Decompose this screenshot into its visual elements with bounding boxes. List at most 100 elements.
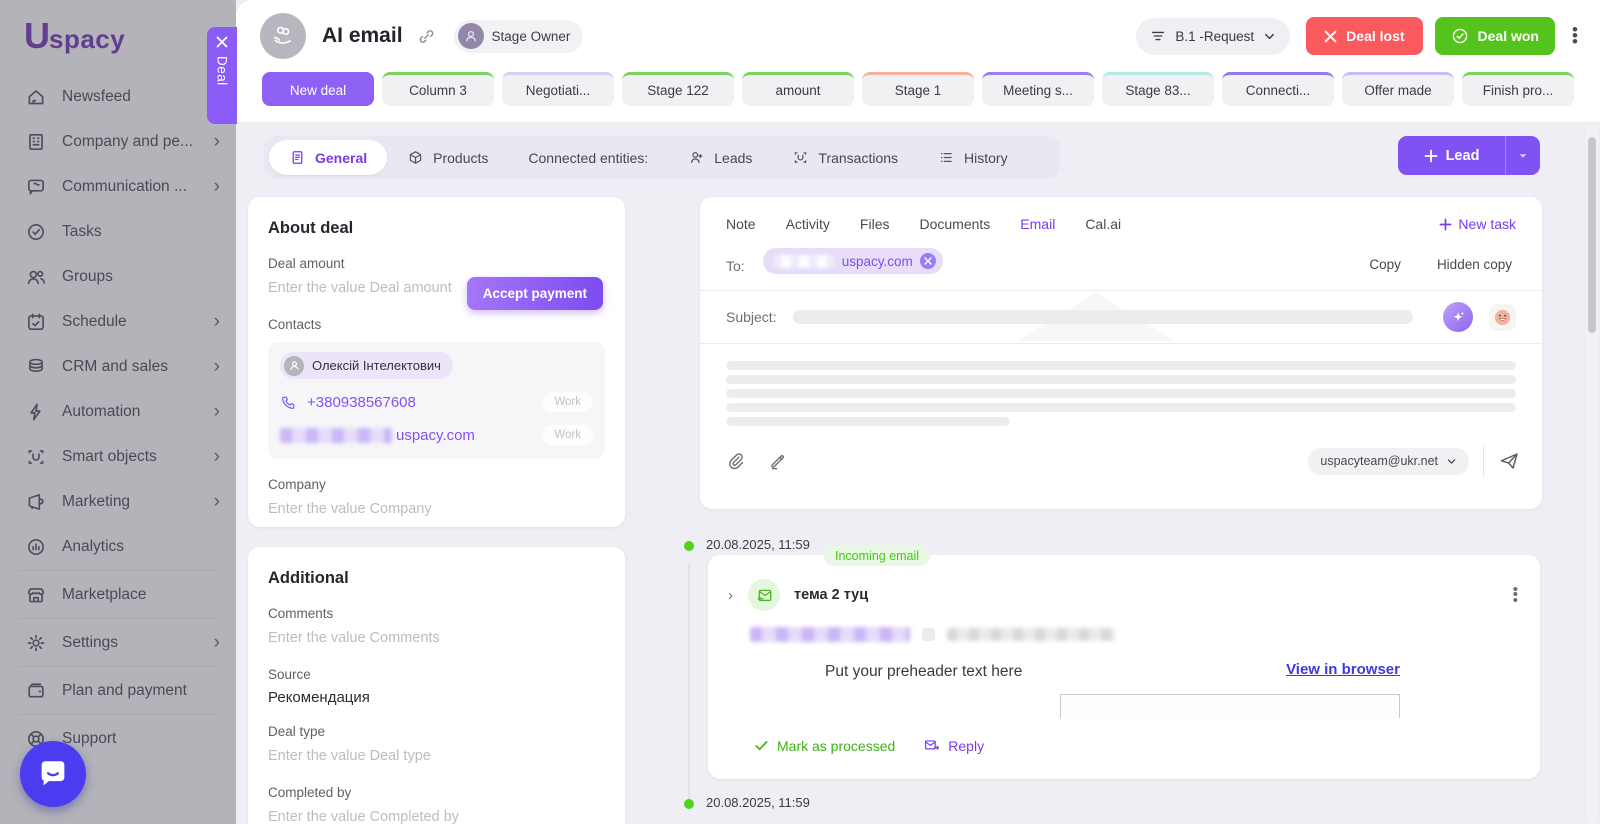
redacted-dot (922, 628, 935, 641)
view-in-browser-link[interactable]: View in browser (1286, 661, 1400, 678)
incoming-email-card: Incoming email › тема 2 туц • • • Put your… (708, 546, 1540, 779)
tab-note[interactable]: Note (726, 216, 756, 232)
modal-backdrop[interactable] (0, 0, 236, 824)
accept-payment-button[interactable]: Accept payment (466, 277, 603, 310)
stage-finish[interactable]: Finish pro... (1462, 72, 1574, 106)
stage-new-deal[interactable]: New deal (262, 72, 374, 106)
chevron-right-icon: › (213, 356, 220, 377)
attach-file-icon[interactable] (726, 451, 746, 471)
email-kebab-menu[interactable]: • • • (1512, 581, 1518, 609)
sidebar-item-crm[interactable]: CRM and sales › (0, 344, 236, 389)
stage-owner-badge[interactable]: Stage Owner (453, 19, 584, 53)
contact-email[interactable]: uspacy.com (396, 426, 475, 444)
copy-button[interactable]: Copy (1369, 257, 1401, 272)
comments-field[interactable]: Enter the value Comments (268, 630, 440, 646)
deal-type-label: Deal type (268, 724, 326, 740)
tab-activity[interactable]: Activity (785, 216, 830, 232)
close-icon[interactable] (216, 36, 228, 48)
analytics-icon (25, 536, 47, 558)
sidebar-item-marketing[interactable]: Marketing › (0, 479, 236, 524)
deal-amount-field[interactable]: Enter the value Deal amount (268, 280, 452, 296)
lead-dropdown-caret[interactable] (1505, 136, 1540, 175)
sidebar-item-company[interactable]: Company and pe... › (0, 119, 236, 164)
mark-processed-button[interactable]: Mark as processed (754, 738, 895, 754)
stage-1[interactable]: Stage 1 (862, 72, 974, 106)
remove-recipient-icon[interactable] (919, 253, 936, 269)
stage-pipeline: New deal Column 3 Negotiati... Stage 122… (262, 72, 1574, 106)
tab-products[interactable]: Products (387, 140, 508, 175)
ai-assistant-icon[interactable] (1443, 302, 1473, 332)
company-label: Company (268, 477, 326, 493)
sidebar-item-settings[interactable]: Settings › (0, 620, 236, 665)
reply-button[interactable]: Reply (923, 737, 984, 754)
about-deal-title: About deal (268, 219, 354, 237)
tab-documents[interactable]: Documents (919, 216, 991, 232)
sidebar-item-plan-payment[interactable]: Plan and payment (0, 668, 236, 713)
smart-object-icon (25, 446, 47, 468)
subject-input[interactable] (792, 310, 1413, 324)
storefront-icon (25, 584, 47, 606)
source-value[interactable]: Рекомендация (268, 689, 370, 707)
pipeline-select[interactable]: B.1 -Request (1136, 17, 1291, 55)
sidebar-item-support[interactable]: Support (0, 716, 236, 761)
sidebar-item-groups[interactable]: Groups (0, 254, 236, 299)
tab-cal-ai[interactable]: Cal.ai (1085, 216, 1122, 232)
contact-avatar (284, 355, 304, 376)
contact-phone[interactable]: +380938567608 (307, 393, 416, 411)
tab-history[interactable]: History (918, 140, 1028, 175)
sidebar-item-schedule[interactable]: Schedule › (0, 299, 236, 344)
stage-122[interactable]: Stage 122 (622, 72, 734, 106)
new-task-button[interactable]: New task (1439, 216, 1516, 232)
hidden-copy-button[interactable]: Hidden copy (1436, 257, 1512, 272)
additional-title: Additional (268, 569, 349, 587)
expand-chevron-icon[interactable]: › (728, 586, 733, 604)
deal-lost-button[interactable]: Deal lost (1306, 17, 1423, 55)
stage-column-3[interactable]: Column 3 (382, 72, 494, 106)
deal-type-field[interactable]: Enter the value Deal type (268, 748, 431, 765)
link-icon[interactable] (417, 27, 436, 46)
skeleton-line (726, 417, 1011, 426)
sidebar-item-newsfeed[interactable]: Newsfeed (0, 74, 236, 119)
sidebar-item-marketplace[interactable]: Marketplace (0, 572, 236, 617)
timeline-dot (684, 799, 694, 809)
more-actions-kebab[interactable]: • • • (1572, 20, 1578, 51)
sidebar-item-communication[interactable]: Communication ... › (0, 164, 236, 209)
stage-negotiation[interactable]: Negotiati... (502, 72, 614, 106)
tab-files[interactable]: Files (859, 216, 890, 232)
stage-connecting[interactable]: Connecti... (1222, 72, 1334, 106)
send-icon[interactable] (1498, 450, 1520, 472)
tab-connected-entities[interactable]: Connected entities: (528, 149, 649, 166)
sidebar-item-automation[interactable]: Automation › (0, 389, 236, 434)
stage-offer-made[interactable]: Offer made (1342, 72, 1454, 106)
tab-email[interactable]: Email (1020, 216, 1056, 232)
check-circle-icon (1451, 27, 1469, 45)
company-field[interactable]: Enter the value Company (268, 501, 432, 518)
email-actions: Mark as processed Reply (754, 737, 984, 754)
tab-general[interactable]: General (269, 140, 388, 175)
stage-meeting[interactable]: Meeting s... (982, 72, 1094, 106)
sidebar-item-tasks[interactable]: Tasks (0, 209, 236, 254)
sidebar-divider (20, 666, 216, 667)
sidebar-item-smart-objects[interactable]: Smart objects › (0, 434, 236, 479)
deal-panel-tab[interactable]: Deal (207, 27, 237, 124)
tab-transactions[interactable]: Transactions (772, 140, 918, 175)
add-lead-button[interactable]: Lead (1398, 136, 1540, 175)
emoji-picker-icon[interactable] (1489, 303, 1516, 331)
recipient-chip[interactable]: uspacy.com (762, 248, 943, 274)
support-chat-button[interactable] (20, 741, 86, 807)
tab-leads[interactable]: Leads (668, 140, 772, 175)
stage-amount[interactable]: amount (742, 72, 854, 106)
from-account-select[interactable]: uspacyteam@ukr.net (1308, 447, 1469, 475)
sidebar-item-analytics[interactable]: Analytics (0, 524, 236, 569)
completed-by-field[interactable]: Enter the value Completed by (268, 809, 460, 824)
redacted-recipient (772, 254, 835, 268)
incoming-email-subject[interactable]: тема 2 туц (794, 587, 869, 603)
deal-won-button[interactable]: Deal won (1434, 17, 1555, 55)
contact-chip[interactable]: Олексій Інтелектович (280, 352, 453, 380)
scrollbar-thumb[interactable] (1588, 137, 1596, 333)
divider (700, 343, 1542, 344)
signature-icon[interactable] (768, 451, 788, 471)
email-body-skeleton[interactable] (700, 344, 1542, 426)
stage-83[interactable]: Stage 83... (1102, 72, 1214, 106)
